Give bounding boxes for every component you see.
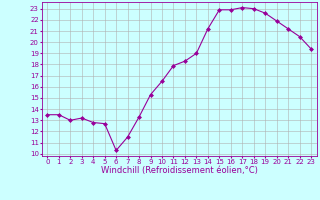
X-axis label: Windchill (Refroidissement éolien,°C): Windchill (Refroidissement éolien,°C) — [101, 166, 258, 175]
